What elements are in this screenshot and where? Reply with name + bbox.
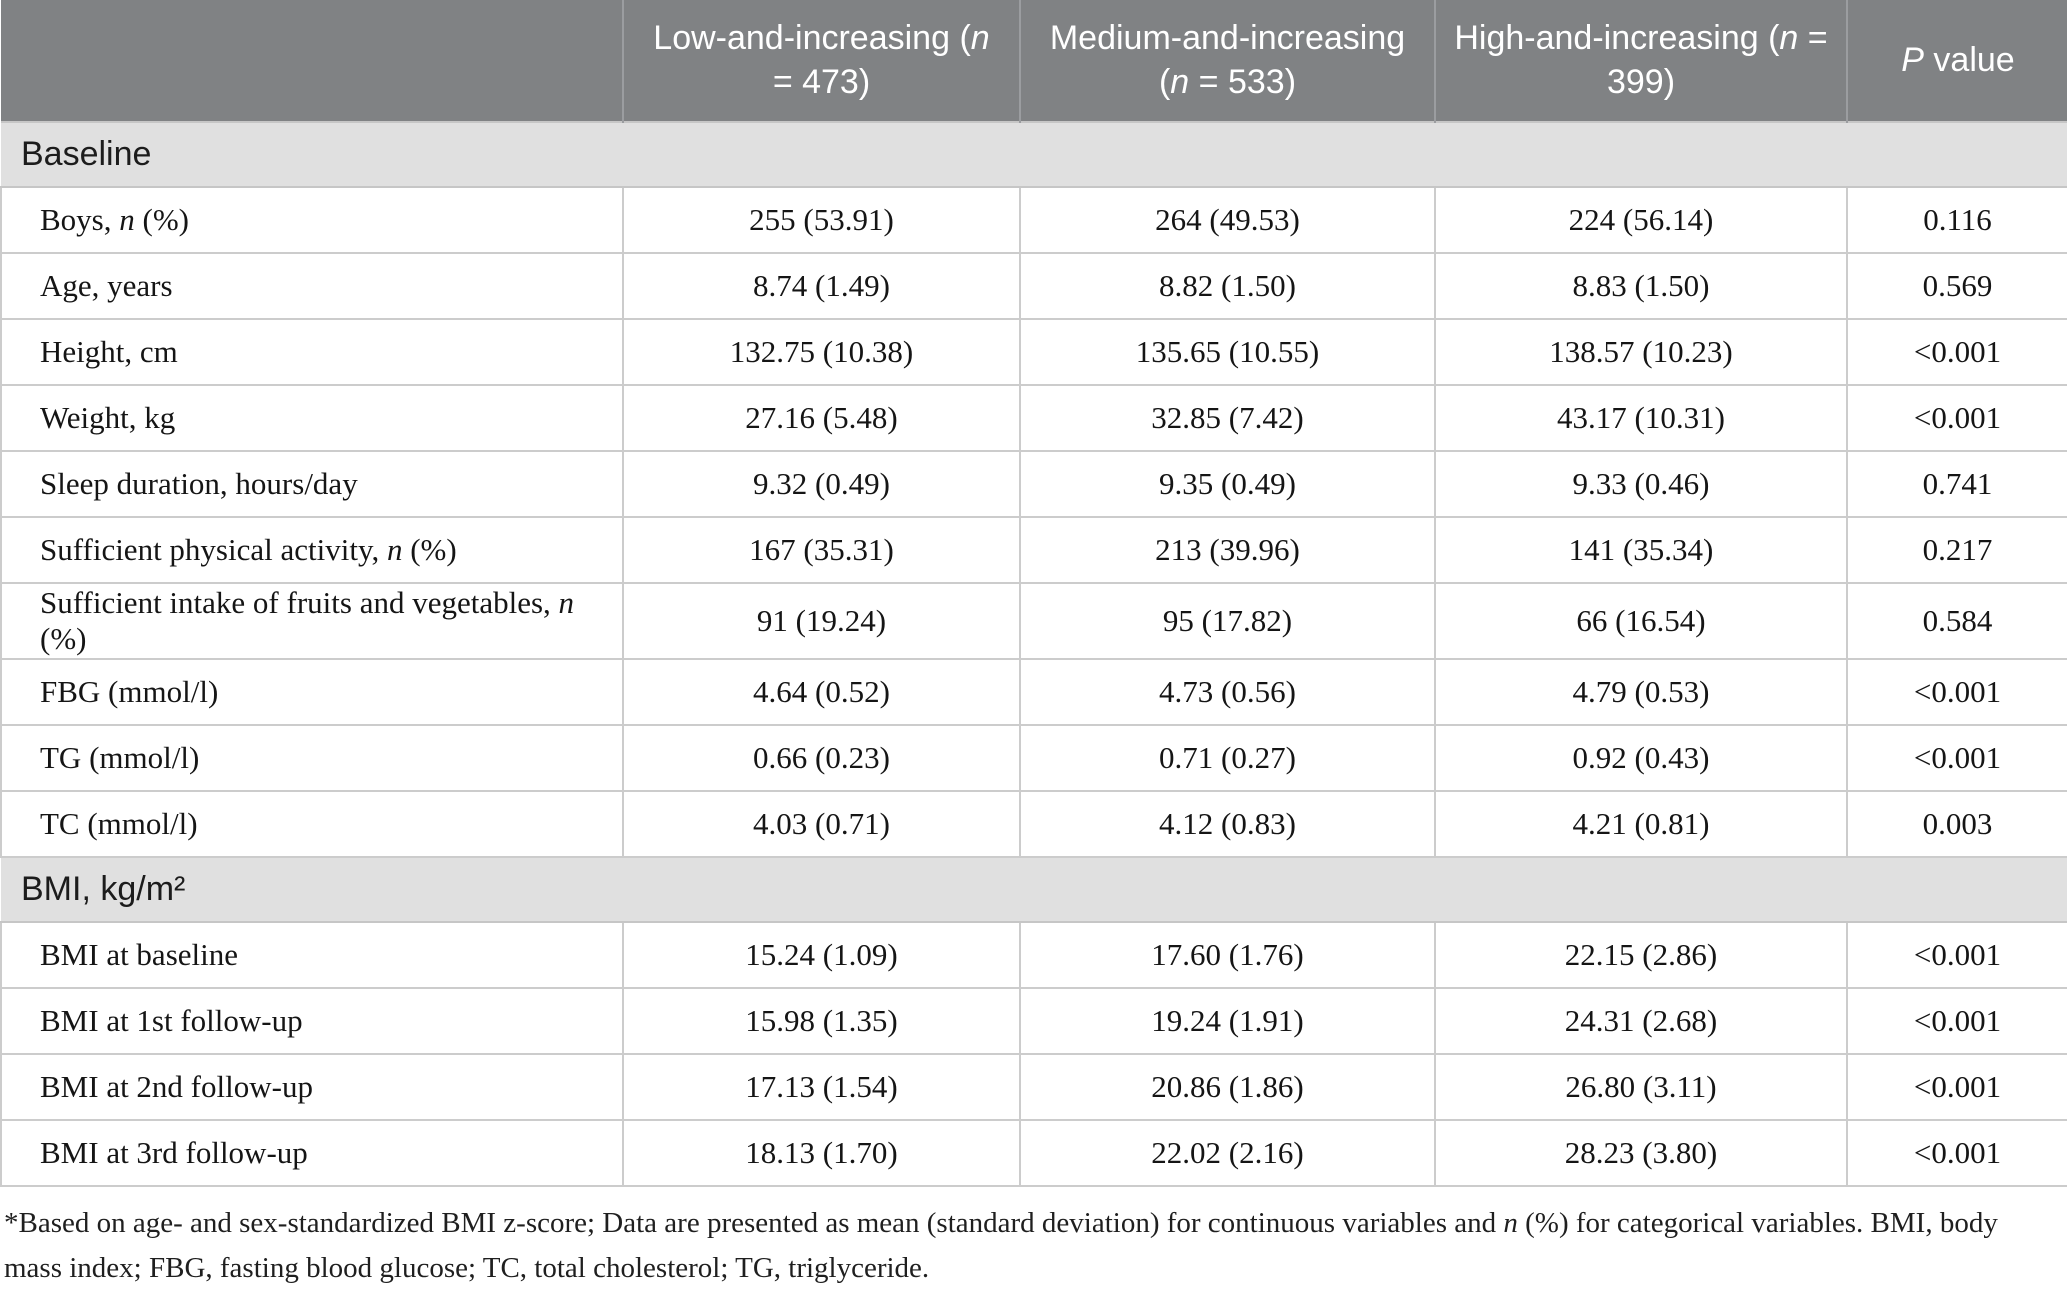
cell-value: 20.86 (1.86) <box>1019 1053 1436 1121</box>
row-label: Sufficient physical activity, n (%) <box>0 516 624 584</box>
table-row: BMI at 1st follow-up 15.98 (1.35) 19.24 … <box>0 987 2067 1055</box>
cell-value: 4.73 (0.56) <box>1019 658 1436 726</box>
cell-value: 18.13 (1.70) <box>622 1119 1021 1187</box>
cell-value: 4.79 (0.53) <box>1434 658 1848 726</box>
table-row: FBG (mmol/l) 4.64 (0.52) 4.73 (0.56) 4.7… <box>0 658 2067 726</box>
cell-value: 138.57 (10.23) <box>1434 318 1848 386</box>
cell-value: 9.33 (0.46) <box>1434 450 1848 518</box>
row-label: Age, years <box>0 252 624 320</box>
table-row: BMI at 2nd follow-up 17.13 (1.54) 20.86 … <box>0 1053 2067 1121</box>
row-label: BMI at 2nd follow-up <box>0 1053 624 1121</box>
section-title: BMI, kg/m² <box>1 856 2067 923</box>
cell-value: 9.35 (0.49) <box>1019 450 1436 518</box>
row-label: BMI at baseline <box>0 921 624 989</box>
cell-value: 4.03 (0.71) <box>622 790 1021 858</box>
table-header: Low-and-increasing (n = 473) Medium-and-… <box>1 0 2067 122</box>
row-label: BMI at 1st follow-up <box>0 987 624 1055</box>
table-row: Sleep duration, hours/day 9.32 (0.49) 9.… <box>0 450 2067 518</box>
cell-value: 213 (39.96) <box>1019 516 1436 584</box>
cell-value: 27.16 (5.48) <box>622 384 1021 452</box>
section-header-baseline: Baseline <box>1 121 2067 188</box>
cell-p-value: <0.001 <box>1846 1053 2067 1121</box>
column-header-variable <box>1 0 623 122</box>
column-header-low-and-increasing: Low-and-increasing (n = 473) <box>622 0 1020 122</box>
cell-value: 22.02 (2.16) <box>1019 1119 1436 1187</box>
cell-value: 91 (19.24) <box>622 582 1021 660</box>
table-footnote: *Based on age- and sex-standardized BMI … <box>4 1207 1998 1284</box>
cell-value: 4.12 (0.83) <box>1019 790 1436 858</box>
cell-p-value: <0.001 <box>1846 658 2067 726</box>
table-row: Sufficient intake of fruits and vegetabl… <box>0 582 2067 660</box>
cell-value: 43.17 (10.31) <box>1434 384 1848 452</box>
cell-value: 4.21 (0.81) <box>1434 790 1848 858</box>
cell-p-value: 0.741 <box>1846 450 2067 518</box>
row-label: Height, cm <box>0 318 624 386</box>
cell-value: 8.74 (1.49) <box>622 252 1021 320</box>
table-row: BMI at 3rd follow-up 18.13 (1.70) 22.02 … <box>0 1119 2067 1187</box>
cell-value: 132.75 (10.38) <box>622 318 1021 386</box>
column-header-high-and-increasing: High-and-increasing (n = 399) <box>1434 0 1847 122</box>
cell-value: 9.32 (0.49) <box>622 450 1021 518</box>
cell-value: 19.24 (1.91) <box>1019 987 1436 1055</box>
row-label: Boys, n (%) <box>0 186 624 254</box>
cell-value: 4.64 (0.52) <box>622 658 1021 726</box>
cell-p-value: <0.001 <box>1846 384 2067 452</box>
cell-p-value: 0.003 <box>1846 790 2067 858</box>
cell-value: 167 (35.31) <box>622 516 1021 584</box>
cell-value: 17.13 (1.54) <box>622 1053 1021 1121</box>
cell-value: 66 (16.54) <box>1434 582 1848 660</box>
cell-value: 15.98 (1.35) <box>622 987 1021 1055</box>
cell-value: 224 (56.14) <box>1434 186 1848 254</box>
cell-value: 28.23 (3.80) <box>1434 1119 1848 1187</box>
row-label: Sleep duration, hours/day <box>0 450 624 518</box>
cell-p-value: <0.001 <box>1846 921 2067 989</box>
cell-value: 17.60 (1.76) <box>1019 921 1436 989</box>
cell-value: 141 (35.34) <box>1434 516 1848 584</box>
cell-value: 8.82 (1.50) <box>1019 252 1436 320</box>
cell-p-value: 0.584 <box>1846 582 2067 660</box>
cell-value: 22.15 (2.86) <box>1434 921 1848 989</box>
cell-value: 0.92 (0.43) <box>1434 724 1848 792</box>
row-label: Sufficient intake of fruits and vegetabl… <box>0 582 624 660</box>
table-row: Height, cm 132.75 (10.38) 135.65 (10.55)… <box>0 318 2067 386</box>
cell-value: 135.65 (10.55) <box>1019 318 1436 386</box>
table-row: Boys, n (%) 255 (53.91) 264 (49.53) 224 … <box>0 186 2067 254</box>
row-label: Weight, kg <box>0 384 624 452</box>
cell-value: 0.66 (0.23) <box>622 724 1021 792</box>
cell-p-value: <0.001 <box>1846 987 2067 1055</box>
table-row: Weight, kg 27.16 (5.48) 32.85 (7.42) 43.… <box>0 384 2067 452</box>
table-row: BMI at baseline 15.24 (1.09) 17.60 (1.76… <box>0 921 2067 989</box>
header-row: Low-and-increasing (n = 473) Medium-and-… <box>1 0 2067 122</box>
section-title: Baseline <box>1 121 2067 188</box>
table-body: Baseline Boys, n (%) 255 (53.91) 264 (49… <box>0 121 2067 1187</box>
cell-value: 264 (49.53) <box>1019 186 1436 254</box>
cell-value: 15.24 (1.09) <box>622 921 1021 989</box>
row-label: TG (mmol/l) <box>0 724 624 792</box>
table-row: TG (mmol/l) 0.66 (0.23) 0.71 (0.27) 0.92… <box>0 724 2067 792</box>
cell-value: 32.85 (7.42) <box>1019 384 1436 452</box>
cell-p-value: <0.001 <box>1846 724 2067 792</box>
row-label: TC (mmol/l) <box>0 790 624 858</box>
cell-value: 24.31 (2.68) <box>1434 987 1848 1055</box>
cell-value: 95 (17.82) <box>1019 582 1436 660</box>
cell-value: 0.71 (0.27) <box>1019 724 1436 792</box>
cell-p-value: 0.116 <box>1846 186 2067 254</box>
section-header-bmi: BMI, kg/m² <box>1 856 2067 923</box>
table-row: Sufficient physical activity, n (%) 167 … <box>0 516 2067 584</box>
row-label: BMI at 3rd follow-up <box>0 1119 624 1187</box>
cell-value: 8.83 (1.50) <box>1434 252 1848 320</box>
cell-p-value: <0.001 <box>1846 318 2067 386</box>
cell-p-value: 0.569 <box>1846 252 2067 320</box>
column-header-medium-and-increasing: Medium-and-increasing (n = 533) <box>1019 0 1435 122</box>
row-label: FBG (mmol/l) <box>0 658 624 726</box>
table-row: TC (mmol/l) 4.03 (0.71) 4.12 (0.83) 4.21… <box>0 790 2067 858</box>
cell-value: 26.80 (3.11) <box>1434 1053 1848 1121</box>
table-row: Age, years 8.74 (1.49) 8.82 (1.50) 8.83 … <box>0 252 2067 320</box>
column-header-p-value: P value <box>1846 0 2067 122</box>
cell-value: 255 (53.91) <box>622 186 1021 254</box>
baseline-characteristics-table: Low-and-increasing (n = 473) Medium-and-… <box>0 0 2067 1187</box>
cell-p-value: <0.001 <box>1846 1119 2067 1187</box>
cell-p-value: 0.217 <box>1846 516 2067 584</box>
